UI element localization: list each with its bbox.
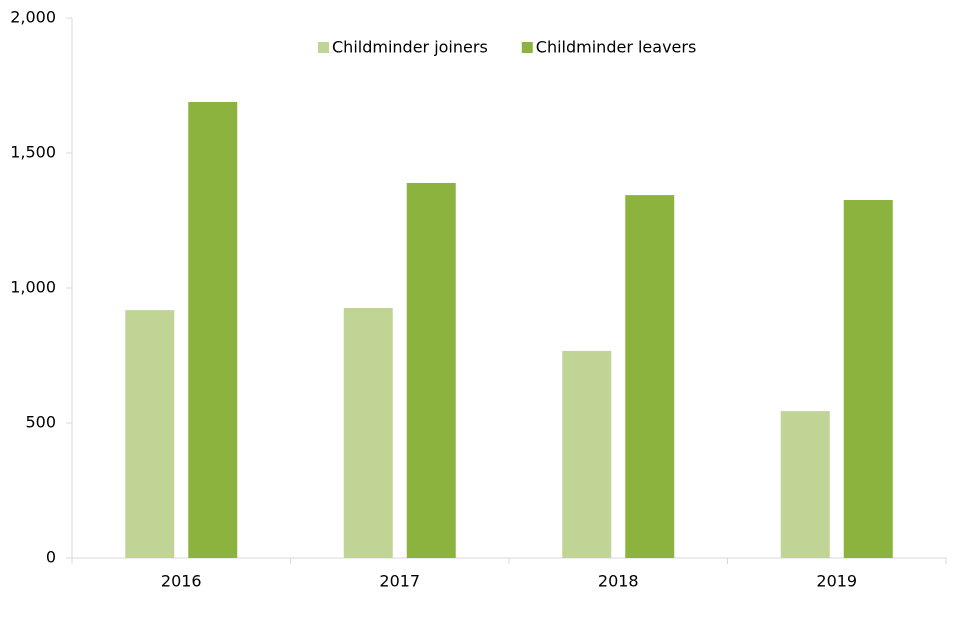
x-tick-label: 2016 (161, 572, 202, 591)
legend-swatch (318, 42, 329, 53)
y-tick-label: 0 (46, 548, 56, 567)
bar (125, 310, 175, 558)
x-tick-label: 2019 (816, 572, 857, 591)
y-tick-label: 1,000 (10, 278, 56, 297)
bar (343, 307, 393, 558)
bar (780, 411, 830, 558)
x-tick-label: 2017 (379, 572, 420, 591)
bar (406, 182, 456, 558)
legend-label: Childminder joiners (332, 38, 488, 57)
legend-label: Childminder leavers (536, 38, 697, 57)
y-tick-label: 500 (25, 413, 56, 432)
legend-swatch (521, 42, 533, 53)
bar (188, 101, 238, 558)
bar (843, 199, 893, 559)
x-tick-label: 2018 (598, 572, 639, 591)
bar (562, 350, 612, 558)
bar (625, 195, 675, 558)
y-tick-label: 1,500 (10, 143, 56, 162)
y-tick-label: 2,000 (10, 8, 56, 27)
